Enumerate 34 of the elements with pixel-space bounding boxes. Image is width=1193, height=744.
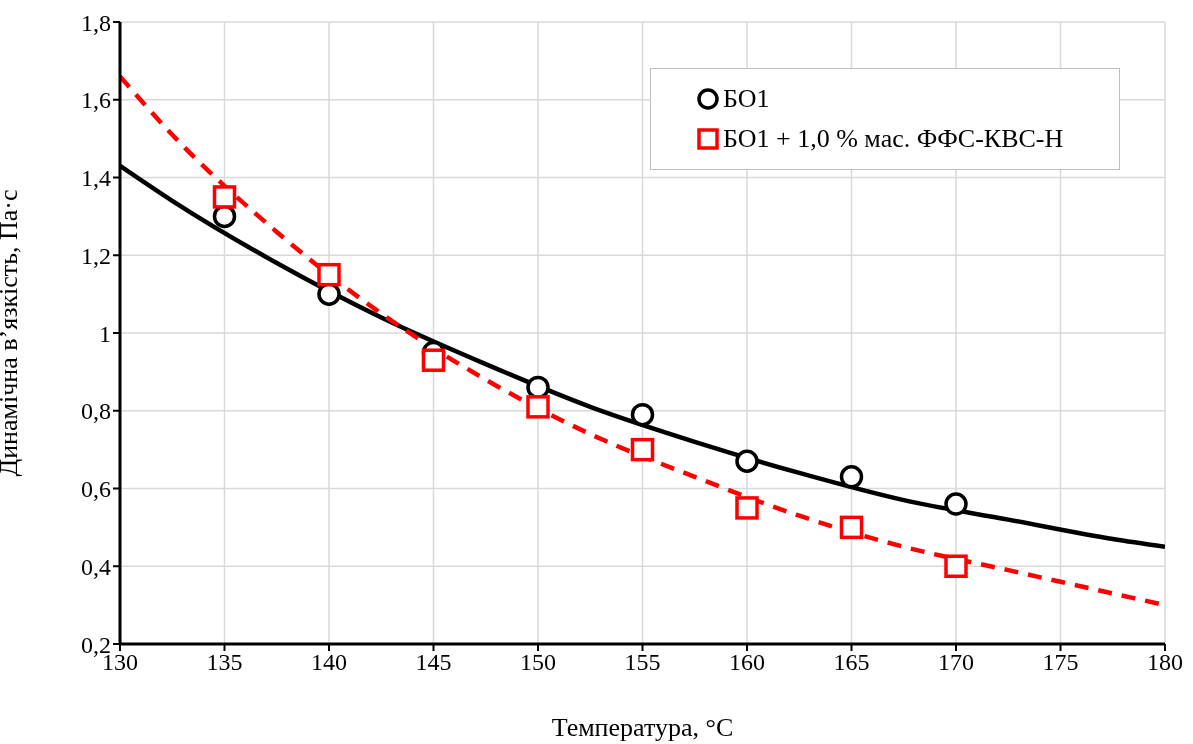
x-tick-label: 165 bbox=[833, 649, 870, 676]
point bbox=[526, 395, 550, 419]
point bbox=[212, 185, 237, 209]
point bbox=[839, 465, 864, 489]
y-tick-label: 1,2 bbox=[81, 242, 111, 269]
x-tick-label: 175 bbox=[1042, 649, 1079, 676]
x-axis-title: Температура, °C bbox=[551, 713, 734, 742]
x-tick-label: 140 bbox=[311, 649, 347, 676]
x-tick-label: 155 bbox=[624, 649, 661, 676]
x-tick-label: 180 bbox=[1147, 649, 1183, 676]
point bbox=[630, 437, 655, 462]
y-tick-label: 1 bbox=[99, 320, 111, 347]
y-tick-label: 1,4 bbox=[81, 165, 111, 192]
point bbox=[421, 348, 446, 372]
point bbox=[317, 262, 341, 287]
y-tick-label: 1,6 bbox=[81, 87, 111, 114]
y-tick-label: 1,8 bbox=[81, 9, 111, 36]
x-tick-label: 150 bbox=[520, 649, 556, 676]
point bbox=[735, 449, 759, 474]
point bbox=[839, 515, 864, 540]
x-tick-label: 135 bbox=[206, 649, 243, 676]
point bbox=[944, 492, 968, 516]
y-tick-label: 0,8 bbox=[81, 398, 111, 425]
y-tick-label: 0,4 bbox=[81, 553, 111, 580]
point bbox=[630, 402, 655, 427]
x-tick-label: 170 bbox=[938, 649, 974, 676]
legend-label: БО1 bbox=[723, 84, 770, 114]
point bbox=[735, 496, 759, 520]
legend-label: БО1 + 1,0 % мас. ФФС-КВС-Н bbox=[723, 124, 1064, 154]
x-tick-label: 145 bbox=[415, 649, 452, 676]
point bbox=[944, 554, 968, 578]
y-axis-title: Динамічна в’язкість, Па·с bbox=[0, 189, 24, 477]
y-tick-label: 0,6 bbox=[81, 476, 111, 503]
x-tick-label: 160 bbox=[729, 649, 765, 676]
